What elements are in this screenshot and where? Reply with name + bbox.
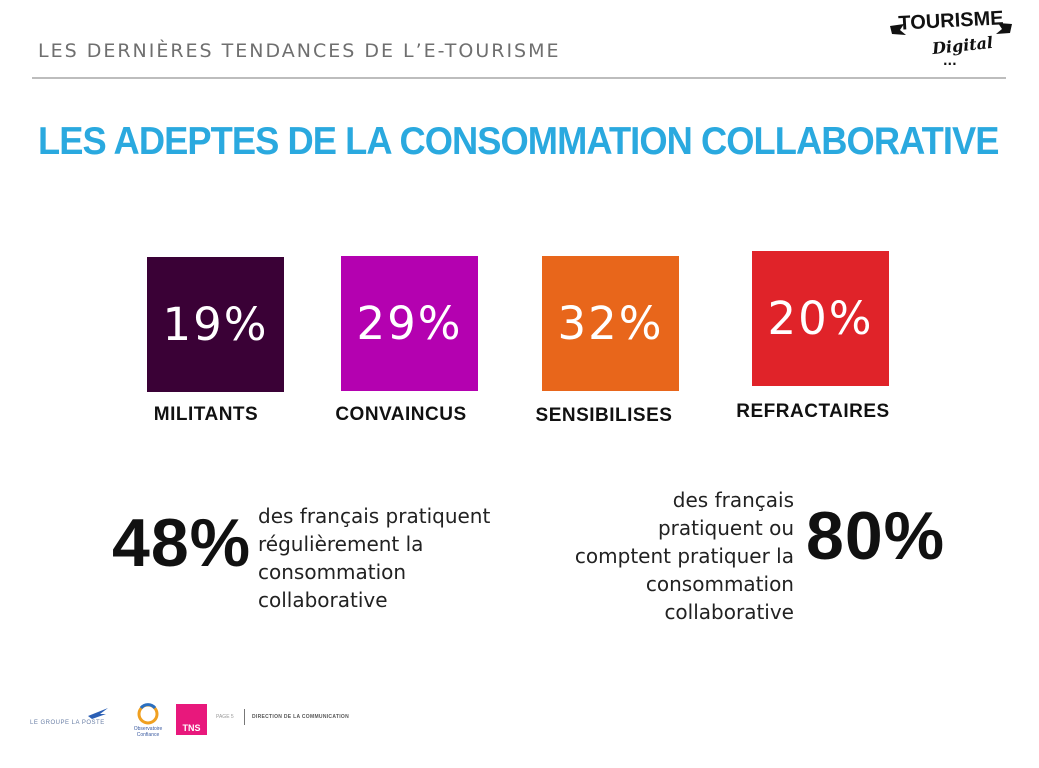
confiance-text: Confiance — [136, 732, 160, 738]
stat-right-line: pratiquent ou — [657, 516, 794, 540]
segment-label-convaincus: CONVAINCUS — [335, 404, 467, 425]
stat-right-text: des français pratiquent ou comptent prat… — [540, 486, 794, 626]
stat-left-line: des français pratiquent — [258, 504, 491, 528]
segment-box-militants: 19% — [147, 257, 284, 392]
tourisme-digital-logo: TOURISME Digital ... — [888, 4, 1014, 70]
stat-left-value: 48% — [112, 505, 252, 581]
logo-banner-icon — [890, 23, 1012, 35]
stat-right-line: consommation — [645, 572, 794, 596]
segment-label-militants: MILITANTS — [153, 404, 259, 425]
la-poste-logo-text: LE GROUPE LA POSTE — [30, 720, 105, 726]
stat-left-line: régulièrement la — [258, 532, 424, 556]
stat-left-line: collaborative — [258, 588, 388, 612]
page-number: PAGE 5 — [216, 714, 234, 720]
stat-left-line: consommation — [258, 560, 407, 584]
footer-divider — [244, 709, 245, 725]
observatoire-logo: Observatoire Confiance — [128, 702, 168, 738]
segment-box-refractaires: 20% — [752, 251, 889, 386]
header-divider — [32, 77, 1006, 79]
segment-box-sensibilises: 32% — [542, 256, 679, 391]
tns-logo: TNS — [176, 704, 207, 735]
stat-right-line: comptent pratiquer la — [574, 544, 794, 568]
segment-box-convaincus: 29% — [341, 256, 478, 391]
direction-communication: DIRECTION DE LA COMMUNICATION — [252, 714, 350, 720]
slide-title: LES ADEPTES DE LA CONSOMMATION COLLABORA… — [38, 120, 999, 163]
footer: LE GROUPE LA POSTE Observatoire Confianc… — [30, 700, 430, 740]
la-poste-bird-icon — [88, 708, 108, 719]
stat-right-line: collaborative — [664, 600, 794, 624]
logo-sub-text: Digital — [931, 32, 994, 59]
segment-label-refractaires: REFRACTAIRES — [736, 401, 890, 422]
observatoire-text: Observatoire — [133, 726, 163, 732]
stat-right-line: des français — [672, 488, 794, 512]
logo-dots: ... — [943, 54, 957, 68]
stat-left-text: des français pratiquent régulièrement la… — [258, 502, 490, 614]
observatoire-ring-icon — [137, 703, 159, 725]
segment-label-sensibilises: SENSIBILISES — [535, 405, 673, 426]
header-title: LES DERNIÈRES TENDANCES DE L’E-TOURISME — [38, 40, 561, 62]
stat-right-value: 80% — [806, 498, 946, 574]
